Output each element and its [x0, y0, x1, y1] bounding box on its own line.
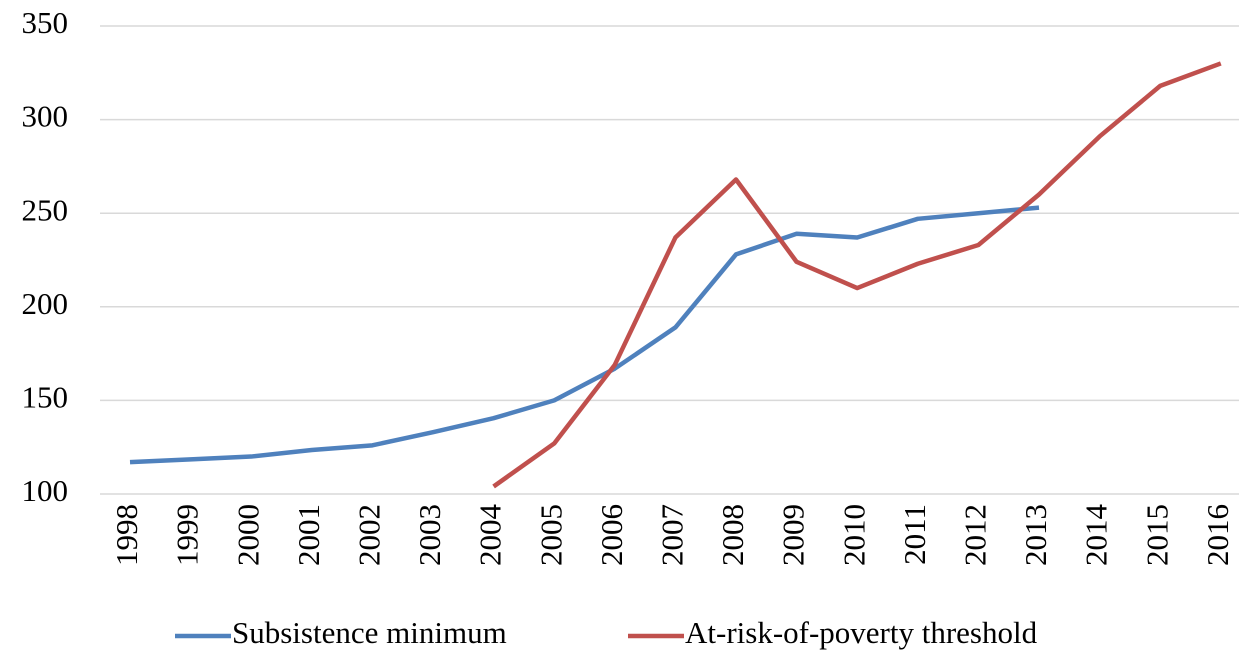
- y-tick-label: 350: [22, 5, 69, 40]
- x-tick-label: 2010: [836, 504, 871, 566]
- y-tick-label: 150: [22, 380, 69, 415]
- x-tick-label: 2000: [230, 504, 265, 566]
- x-tick-label: 2001: [291, 504, 326, 566]
- legend-label: At-risk-of-poverty threshold: [685, 615, 1038, 650]
- x-tick-label: 2008: [715, 504, 750, 566]
- x-tick-label: 2007: [655, 504, 690, 566]
- series-line: [129, 205, 1040, 465]
- x-tick-label: 2015: [1139, 504, 1174, 566]
- x-tick-label: 2002: [352, 504, 387, 566]
- series-line: [492, 61, 1222, 489]
- x-tick-label: 2012: [958, 504, 993, 566]
- x-tick-label: 2005: [533, 504, 568, 566]
- x-tick-label: 2006: [594, 504, 629, 566]
- x-tick-label: 2003: [412, 504, 447, 566]
- x-tick-label: 1999: [170, 504, 205, 566]
- x-tick-label: 2004: [473, 504, 508, 567]
- legend-label: Subsistence minimum: [232, 615, 507, 650]
- y-tick-label: 200: [22, 286, 69, 321]
- y-tick-label: 100: [22, 473, 69, 508]
- x-tick-label: 2009: [776, 504, 811, 566]
- x-tick-label: 2013: [1018, 504, 1053, 566]
- x-tick-label: 1998: [109, 504, 144, 566]
- x-tick-label: 2011: [897, 504, 932, 565]
- x-tick-label: 2016: [1200, 504, 1235, 566]
- y-tick-label: 250: [22, 192, 69, 227]
- y-tick-label: 300: [22, 99, 69, 134]
- x-tick-label: 2014: [1079, 504, 1114, 567]
